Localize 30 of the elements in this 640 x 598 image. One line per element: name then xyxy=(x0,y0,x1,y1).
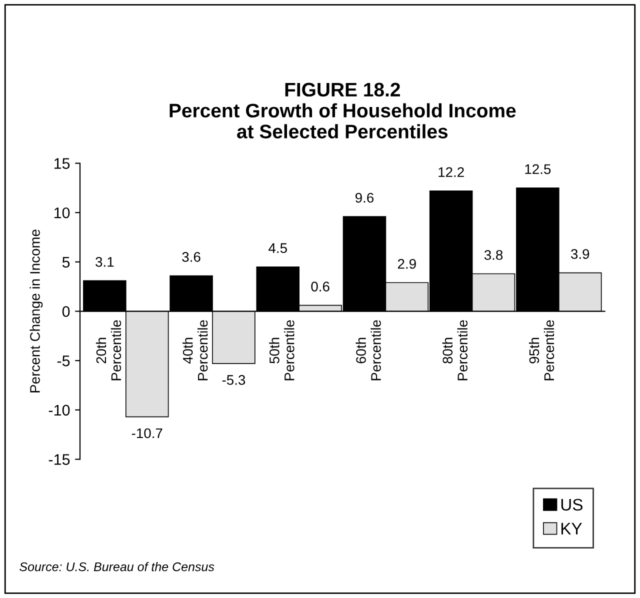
x-tick-label: 60th Percentile xyxy=(356,320,381,380)
data-label: 2.9 xyxy=(398,258,416,269)
data-label: 9.6 xyxy=(355,192,374,203)
y-axis-title: Percent Change in Income xyxy=(30,230,43,392)
y-tick-label: 15 xyxy=(54,158,70,169)
source-note: Source: U.S. Bureau of the Census xyxy=(20,562,214,572)
data-label: 3.6 xyxy=(182,252,200,262)
data-label: 3.8 xyxy=(484,250,503,260)
x-tick-label: 80th Percentile xyxy=(442,320,468,380)
data-label: 0.6 xyxy=(311,282,330,292)
data-label: -5.3 xyxy=(222,375,246,385)
data-label: 3.1 xyxy=(96,256,114,267)
y-tick-label: 10 xyxy=(54,207,70,218)
data-label: 4.5 xyxy=(268,243,287,253)
data-label: -10.7 xyxy=(132,428,162,438)
x-tick-label: 20th Percentile xyxy=(96,320,122,380)
x-tick-label: 95th Percentile xyxy=(528,320,554,380)
data-label: 12.2 xyxy=(438,167,464,177)
y-tick-label: 5 xyxy=(62,256,70,268)
y-tick-label: -10 xyxy=(48,404,70,416)
y-tick-label: 0 xyxy=(62,306,70,317)
legend-label: KY xyxy=(561,522,582,534)
data-label: 3.9 xyxy=(570,249,590,259)
y-tick-label: -5 xyxy=(57,356,70,366)
x-tick-label: 50th Percentile xyxy=(269,320,294,380)
x-tick-label: 40th Percentile xyxy=(182,320,208,380)
y-tick-label: -15 xyxy=(48,454,70,465)
chart-title: FIGURE 18.2 Percent Growth of Household Income at Selected Percentiles xyxy=(170,82,516,138)
legend-label: US xyxy=(561,498,582,511)
data-label: 12.5 xyxy=(525,164,551,174)
